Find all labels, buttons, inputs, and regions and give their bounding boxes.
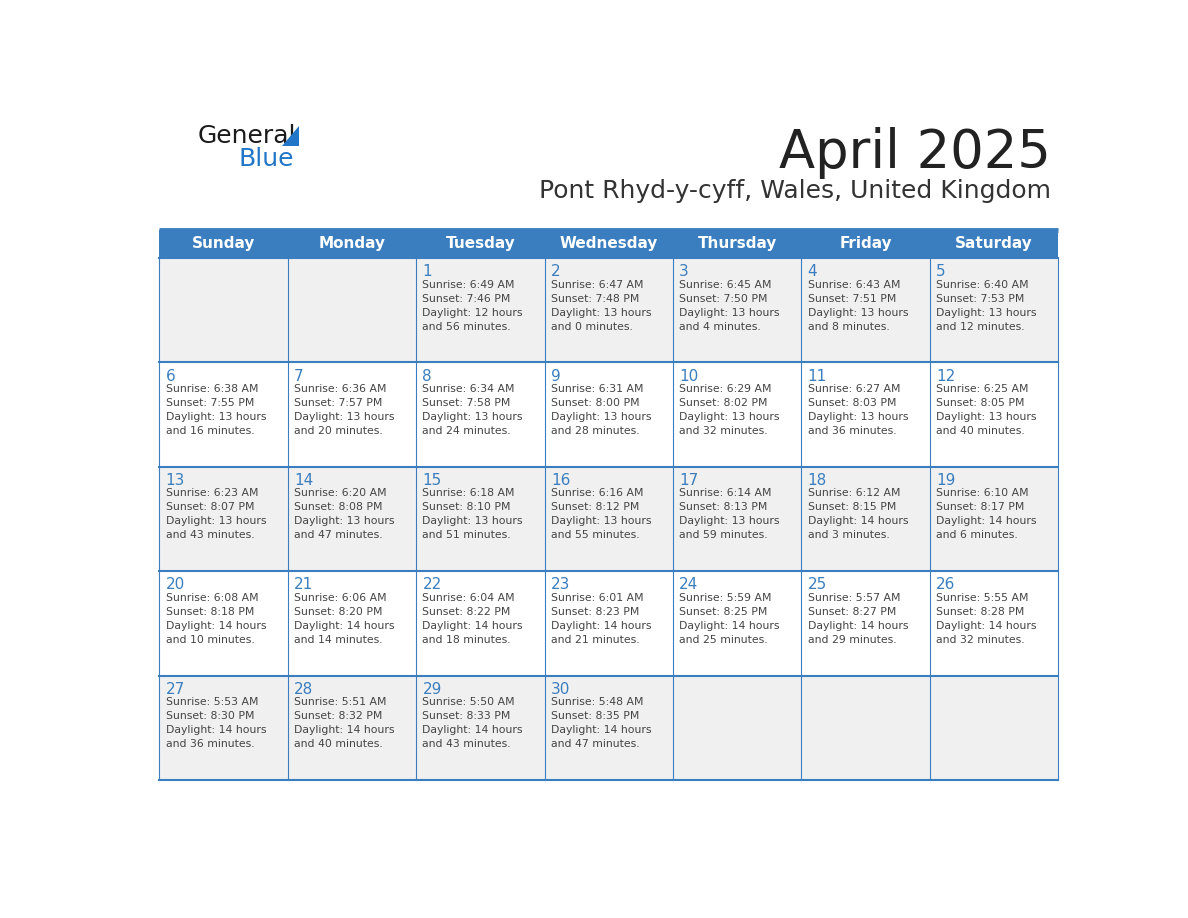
Text: 8: 8	[423, 368, 432, 384]
Bar	[159, 676, 1059, 780]
Bar	[159, 467, 1059, 571]
Text: Friday: Friday	[840, 236, 892, 252]
Text: Sunrise: 6:45 AM
Sunset: 7:50 PM
Daylight: 13 hours
and 4 minutes.: Sunrise: 6:45 AM Sunset: 7:50 PM Dayligh…	[680, 280, 779, 331]
Text: Sunrise: 6:12 AM
Sunset: 8:15 PM
Daylight: 14 hours
and 3 minutes.: Sunrise: 6:12 AM Sunset: 8:15 PM Dayligh…	[808, 488, 908, 541]
Bar	[159, 571, 1059, 676]
Text: Sunrise: 6:34 AM
Sunset: 7:58 PM
Daylight: 13 hours
and 24 minutes.: Sunrise: 6:34 AM Sunset: 7:58 PM Dayligh…	[423, 384, 523, 436]
Polygon shape	[282, 126, 299, 146]
Text: Sunrise: 5:48 AM
Sunset: 8:35 PM
Daylight: 14 hours
and 47 minutes.: Sunrise: 5:48 AM Sunset: 8:35 PM Dayligh…	[551, 697, 651, 749]
Text: Sunrise: 6:23 AM
Sunset: 8:07 PM
Daylight: 13 hours
and 43 minutes.: Sunrise: 6:23 AM Sunset: 8:07 PM Dayligh…	[165, 488, 266, 541]
Text: 2: 2	[551, 264, 561, 279]
Text: Sunrise: 5:55 AM
Sunset: 8:28 PM
Daylight: 14 hours
and 32 minutes.: Sunrise: 5:55 AM Sunset: 8:28 PM Dayligh…	[936, 593, 1037, 644]
Text: 4: 4	[808, 264, 817, 279]
Text: 16: 16	[551, 473, 570, 488]
Text: Sunday: Sunday	[192, 236, 255, 252]
Text: Sunrise: 6:14 AM
Sunset: 8:13 PM
Daylight: 13 hours
and 59 minutes.: Sunrise: 6:14 AM Sunset: 8:13 PM Dayligh…	[680, 488, 779, 541]
Text: Sunrise: 5:53 AM
Sunset: 8:30 PM
Daylight: 14 hours
and 36 minutes.: Sunrise: 5:53 AM Sunset: 8:30 PM Dayligh…	[165, 697, 266, 749]
Text: Sunrise: 6:38 AM
Sunset: 7:55 PM
Daylight: 13 hours
and 16 minutes.: Sunrise: 6:38 AM Sunset: 7:55 PM Dayligh…	[165, 384, 266, 436]
Text: Sunrise: 5:57 AM
Sunset: 8:27 PM
Daylight: 14 hours
and 29 minutes.: Sunrise: 5:57 AM Sunset: 8:27 PM Dayligh…	[808, 593, 908, 644]
Text: Blue: Blue	[239, 147, 293, 171]
Text: April 2025: April 2025	[778, 127, 1050, 179]
Text: Sunrise: 6:27 AM
Sunset: 8:03 PM
Daylight: 13 hours
and 36 minutes.: Sunrise: 6:27 AM Sunset: 8:03 PM Dayligh…	[808, 384, 908, 436]
Text: 15: 15	[423, 473, 442, 488]
Text: Sunrise: 5:59 AM
Sunset: 8:25 PM
Daylight: 14 hours
and 25 minutes.: Sunrise: 5:59 AM Sunset: 8:25 PM Dayligh…	[680, 593, 779, 644]
Text: 10: 10	[680, 368, 699, 384]
Text: 18: 18	[808, 473, 827, 488]
Text: Sunrise: 6:49 AM
Sunset: 7:46 PM
Daylight: 12 hours
and 56 minutes.: Sunrise: 6:49 AM Sunset: 7:46 PM Dayligh…	[423, 280, 523, 331]
Text: Sunrise: 6:10 AM
Sunset: 8:17 PM
Daylight: 14 hours
and 6 minutes.: Sunrise: 6:10 AM Sunset: 8:17 PM Dayligh…	[936, 488, 1037, 541]
Text: 25: 25	[808, 577, 827, 592]
Text: Sunrise: 6:29 AM
Sunset: 8:02 PM
Daylight: 13 hours
and 32 minutes.: Sunrise: 6:29 AM Sunset: 8:02 PM Dayligh…	[680, 384, 779, 436]
Text: 9: 9	[551, 368, 561, 384]
Text: 24: 24	[680, 577, 699, 592]
Text: 5: 5	[936, 264, 946, 279]
Text: Sunrise: 6:20 AM
Sunset: 8:08 PM
Daylight: 13 hours
and 47 minutes.: Sunrise: 6:20 AM Sunset: 8:08 PM Dayligh…	[293, 488, 394, 541]
Text: Tuesday: Tuesday	[446, 236, 516, 252]
Text: Monday: Monday	[318, 236, 385, 252]
Text: Sunrise: 6:36 AM
Sunset: 7:57 PM
Daylight: 13 hours
and 20 minutes.: Sunrise: 6:36 AM Sunset: 7:57 PM Dayligh…	[293, 384, 394, 436]
Text: Sunrise: 6:06 AM
Sunset: 8:20 PM
Daylight: 14 hours
and 14 minutes.: Sunrise: 6:06 AM Sunset: 8:20 PM Dayligh…	[293, 593, 394, 644]
Text: General: General	[198, 124, 297, 148]
Text: Saturday: Saturday	[955, 236, 1034, 252]
Text: Sunrise: 5:51 AM
Sunset: 8:32 PM
Daylight: 14 hours
and 40 minutes.: Sunrise: 5:51 AM Sunset: 8:32 PM Dayligh…	[293, 697, 394, 749]
Text: Sunrise: 6:31 AM
Sunset: 8:00 PM
Daylight: 13 hours
and 28 minutes.: Sunrise: 6:31 AM Sunset: 8:00 PM Dayligh…	[551, 384, 651, 436]
Text: Pont Rhyd-y-cyff, Wales, United Kingdom: Pont Rhyd-y-cyff, Wales, United Kingdom	[538, 179, 1050, 204]
Text: Sunrise: 6:08 AM
Sunset: 8:18 PM
Daylight: 14 hours
and 10 minutes.: Sunrise: 6:08 AM Sunset: 8:18 PM Dayligh…	[165, 593, 266, 644]
Text: 30: 30	[551, 682, 570, 697]
Text: 3: 3	[680, 264, 689, 279]
Text: 22: 22	[423, 577, 442, 592]
Text: 21: 21	[293, 577, 314, 592]
Text: Wednesday: Wednesday	[560, 236, 658, 252]
Text: 19: 19	[936, 473, 955, 488]
Text: 12: 12	[936, 368, 955, 384]
Text: 1: 1	[423, 264, 432, 279]
Text: 29: 29	[423, 682, 442, 697]
Text: 17: 17	[680, 473, 699, 488]
Text: 20: 20	[165, 577, 185, 592]
Text: Sunrise: 6:01 AM
Sunset: 8:23 PM
Daylight: 14 hours
and 21 minutes.: Sunrise: 6:01 AM Sunset: 8:23 PM Dayligh…	[551, 593, 651, 644]
Text: 27: 27	[165, 682, 185, 697]
Text: Sunrise: 6:18 AM
Sunset: 8:10 PM
Daylight: 13 hours
and 51 minutes.: Sunrise: 6:18 AM Sunset: 8:10 PM Dayligh…	[423, 488, 523, 541]
Text: 26: 26	[936, 577, 955, 592]
Text: Sunrise: 6:43 AM
Sunset: 7:51 PM
Daylight: 13 hours
and 8 minutes.: Sunrise: 6:43 AM Sunset: 7:51 PM Dayligh…	[808, 280, 908, 331]
Text: 14: 14	[293, 473, 314, 488]
Text: Sunrise: 6:47 AM
Sunset: 7:48 PM
Daylight: 13 hours
and 0 minutes.: Sunrise: 6:47 AM Sunset: 7:48 PM Dayligh…	[551, 280, 651, 331]
Text: 13: 13	[165, 473, 185, 488]
Text: Sunrise: 6:25 AM
Sunset: 8:05 PM
Daylight: 13 hours
and 40 minutes.: Sunrise: 6:25 AM Sunset: 8:05 PM Dayligh…	[936, 384, 1037, 436]
Bar	[159, 230, 1059, 258]
Text: 23: 23	[551, 577, 570, 592]
Text: Sunrise: 6:04 AM
Sunset: 8:22 PM
Daylight: 14 hours
and 18 minutes.: Sunrise: 6:04 AM Sunset: 8:22 PM Dayligh…	[423, 593, 523, 644]
Text: Thursday: Thursday	[697, 236, 777, 252]
Text: 7: 7	[293, 368, 304, 384]
Text: 6: 6	[165, 368, 176, 384]
Text: 28: 28	[293, 682, 314, 697]
Bar	[159, 363, 1059, 467]
Text: Sunrise: 6:40 AM
Sunset: 7:53 PM
Daylight: 13 hours
and 12 minutes.: Sunrise: 6:40 AM Sunset: 7:53 PM Dayligh…	[936, 280, 1037, 331]
Text: 11: 11	[808, 368, 827, 384]
Text: Sunrise: 5:50 AM
Sunset: 8:33 PM
Daylight: 14 hours
and 43 minutes.: Sunrise: 5:50 AM Sunset: 8:33 PM Dayligh…	[423, 697, 523, 749]
Bar	[159, 258, 1059, 363]
Text: Sunrise: 6:16 AM
Sunset: 8:12 PM
Daylight: 13 hours
and 55 minutes.: Sunrise: 6:16 AM Sunset: 8:12 PM Dayligh…	[551, 488, 651, 541]
